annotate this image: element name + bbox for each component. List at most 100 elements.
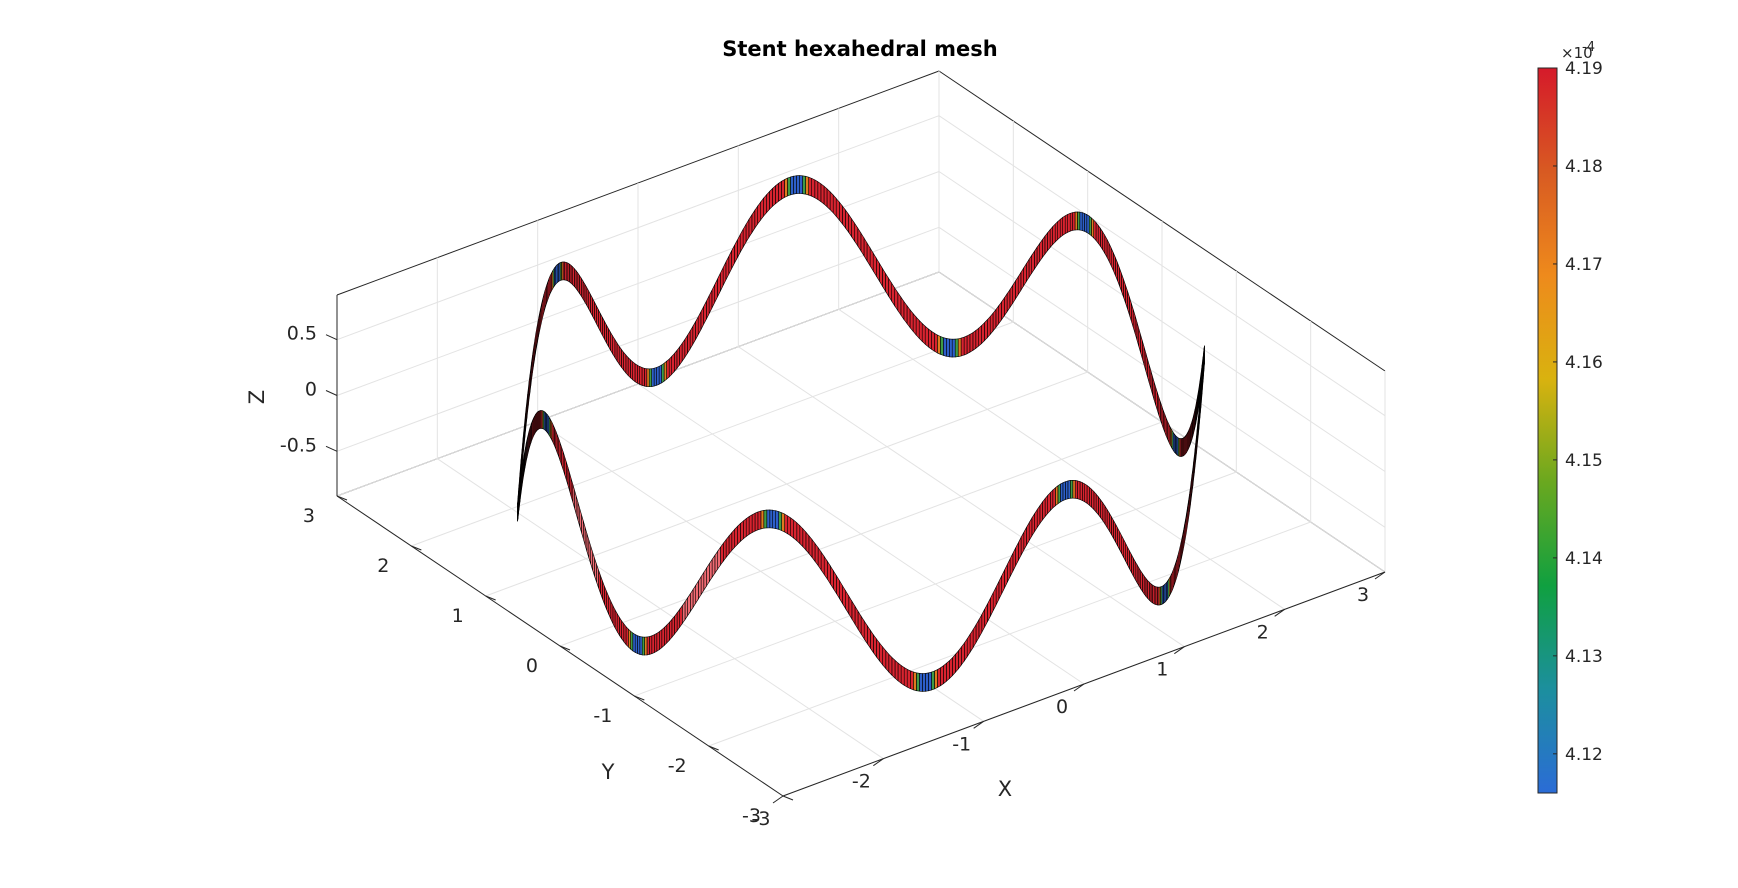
mesh-face [740, 520, 744, 543]
mesh-face [1100, 227, 1103, 251]
colorbar-tick-label: 4.13 [1565, 647, 1603, 667]
mesh-face [951, 338, 956, 358]
mesh-face [1003, 292, 1008, 317]
mesh-face [826, 560, 831, 585]
mesh-face [1079, 211, 1083, 231]
mesh-face [1001, 569, 1005, 594]
x-tick-mark [1374, 571, 1386, 580]
mesh-face [1009, 553, 1014, 577]
mesh-face [612, 335, 616, 359]
mesh-face [630, 630, 634, 652]
mesh-face [1070, 479, 1074, 499]
mesh-face [1102, 501, 1106, 525]
mesh-face [820, 551, 825, 576]
y-tick-mark [708, 745, 719, 751]
mesh-face [981, 322, 985, 345]
mesh-face [754, 511, 759, 532]
x-tick-mark [772, 795, 784, 804]
mesh-face [689, 588, 694, 613]
mesh-face [1104, 505, 1108, 529]
mesh-face [1023, 527, 1027, 551]
mesh-face [520, 454, 522, 478]
mesh-face [1012, 547, 1016, 572]
colorbar-tick-label: 4.17 [1565, 255, 1603, 275]
mesh-face [661, 626, 665, 649]
colorbar-gradient [1537, 67, 1558, 794]
mesh-face [787, 176, 791, 197]
mesh-face [832, 194, 837, 218]
mesh-face [661, 362, 665, 384]
mesh-face [842, 584, 847, 610]
mesh-face [1031, 250, 1035, 275]
mesh-face [1064, 213, 1068, 235]
mesh-face [681, 600, 686, 625]
mesh-face [778, 180, 782, 202]
mesh-face [1055, 485, 1059, 507]
mesh-face [1039, 501, 1043, 525]
mesh-face [799, 175, 803, 195]
mesh-face [737, 522, 741, 545]
mesh-face [955, 650, 959, 674]
mesh-face [799, 524, 804, 548]
mesh-face [722, 261, 727, 286]
mesh-face [717, 546, 721, 570]
mesh-face [610, 331, 614, 356]
mesh-face [808, 176, 813, 197]
mesh-face [851, 217, 856, 243]
mesh-face [1042, 235, 1046, 259]
mesh-face [928, 671, 932, 692]
mesh-face [1077, 480, 1081, 500]
mesh-face [697, 311, 702, 335]
mesh-face [648, 368, 653, 388]
mesh-face [966, 633, 971, 658]
mesh-face [942, 337, 947, 357]
mesh-face [1088, 215, 1092, 237]
mesh-face [1067, 212, 1071, 233]
mesh-face [656, 631, 660, 652]
mesh-face [646, 368, 650, 388]
mesh-face [1072, 479, 1076, 499]
mesh-face [674, 612, 678, 635]
y-tick-label: -1 [593, 705, 612, 727]
mesh-face [790, 517, 795, 539]
mesh-face [891, 656, 896, 679]
mesh-face [637, 635, 641, 655]
mesh-face [866, 624, 871, 650]
mesh-face [823, 185, 828, 208]
grid-line-sidewall-z [938, 171, 1386, 472]
mesh-face [644, 367, 648, 387]
mesh-face [1034, 246, 1038, 271]
grid-line-backwall-z [336, 115, 940, 341]
grid-line-floor-y [559, 421, 1163, 647]
mesh-face [1069, 212, 1073, 232]
mesh-face [835, 197, 840, 221]
mesh-face [1089, 486, 1092, 508]
mesh-face [700, 571, 705, 596]
mesh-face [1047, 228, 1051, 252]
colorbar-exponent: -4 [1582, 40, 1595, 55]
mesh-face [606, 324, 609, 347]
mesh-face [1111, 515, 1114, 539]
mesh-face [1020, 267, 1024, 292]
y-tick-label: 2 [377, 555, 389, 577]
mesh-face [748, 514, 753, 535]
mesh-face [651, 367, 655, 387]
mesh-face [748, 213, 753, 239]
mesh-face [754, 205, 759, 230]
mesh-face [836, 574, 840, 600]
mesh-face [969, 628, 974, 654]
mesh-face [912, 671, 917, 692]
mesh-face [769, 187, 773, 211]
mesh-face [717, 273, 721, 298]
mesh-face [829, 564, 834, 590]
mesh-face [870, 629, 874, 654]
mesh-face [952, 653, 956, 677]
mesh-face [728, 531, 733, 555]
mesh-face [708, 290, 713, 314]
mesh-face [903, 300, 908, 325]
mesh-face [900, 296, 905, 321]
mesh-face [684, 334, 688, 359]
mesh-face [972, 329, 977, 351]
z-tick-label: 0 [305, 379, 317, 401]
